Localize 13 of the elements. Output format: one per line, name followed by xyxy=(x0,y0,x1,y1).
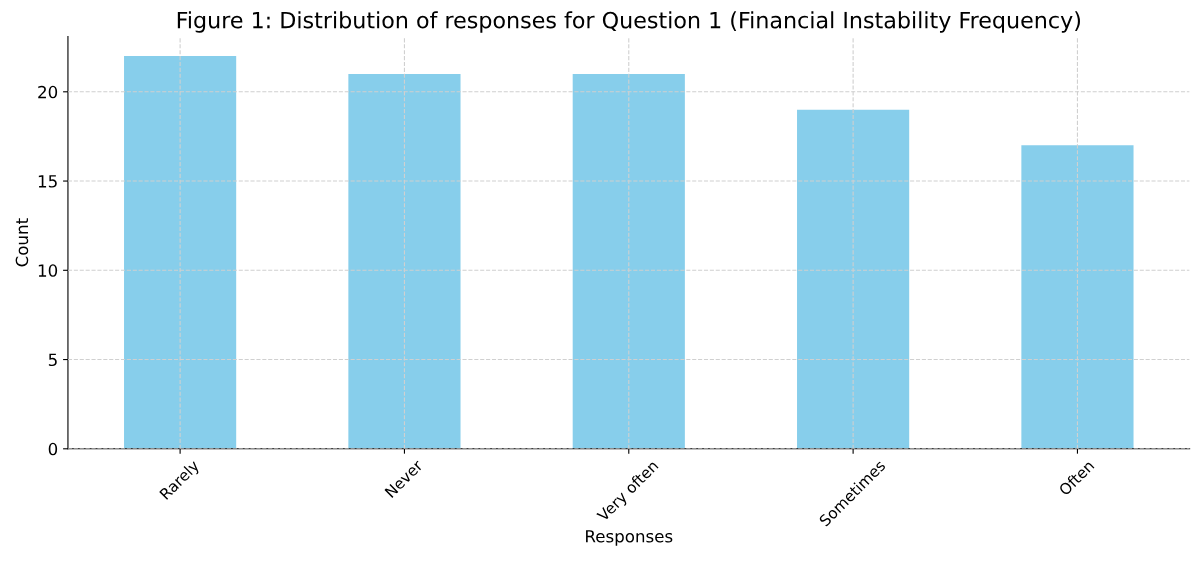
bar xyxy=(348,73,461,449)
y-tick-label: 5 xyxy=(48,353,57,367)
chart-title: Figure 1: Distribution of responses for Question 1 (Financial Instability Frequency) xyxy=(177,11,1080,33)
y-tick-label: 0 xyxy=(48,442,58,456)
y-tick-label: 20 xyxy=(38,85,58,99)
bar xyxy=(124,56,237,449)
bar xyxy=(1021,145,1134,449)
y-tick-label: 10 xyxy=(38,264,58,277)
bar xyxy=(572,73,685,449)
y-axis-title: Count xyxy=(15,218,29,267)
x-axis-title: Responses xyxy=(586,530,673,546)
y-tick-label: 15 xyxy=(38,175,57,188)
bar xyxy=(797,109,910,449)
